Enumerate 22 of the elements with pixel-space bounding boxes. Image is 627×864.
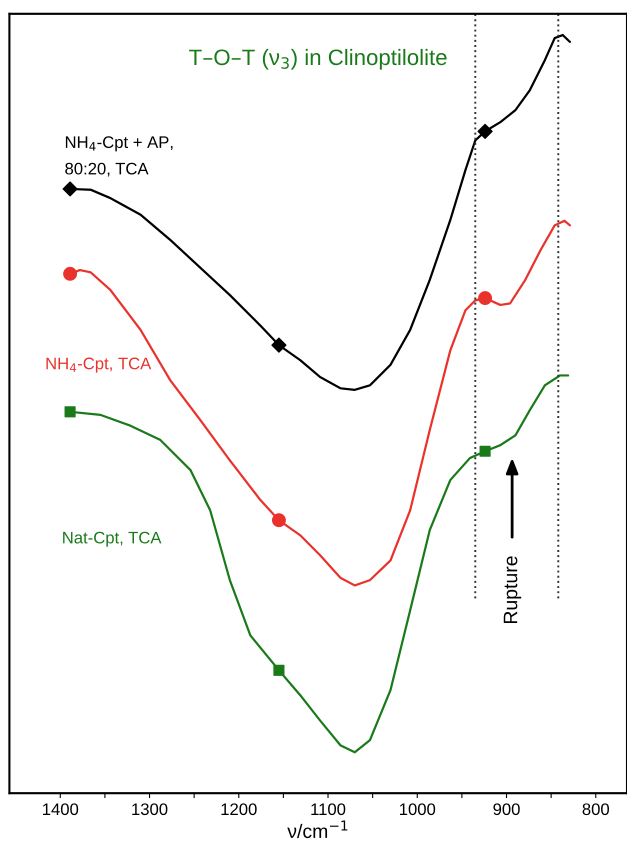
point [480,446,491,457]
point [478,124,493,139]
text: T–O–T (ν$_{3}$) in Clinoptilolite [189,48,447,70]
text: Nat-Cpt, TCA [63,532,162,547]
point [64,406,76,418]
point [271,338,287,353]
series-label: NH$_{4}$-Cpt, TCA [46,358,152,373]
x-axis-title: ν/cm$^{−1}$ [287,820,348,838]
x-tick-label: 900 [493,803,520,816]
point [63,266,78,281]
x-tick-label: 800 [582,803,610,816]
x-tick-label: 1100 [311,803,346,816]
x-tick-label: 1200 [222,803,257,816]
x-tick-label: 1300 [132,803,168,816]
point [478,291,492,306]
point [62,181,78,197]
point [273,664,284,676]
point [272,513,286,528]
annotation: Rupture [504,556,522,624]
x-tick-label: 1000 [400,803,436,816]
x-tick-label: 1400 [43,803,78,816]
series-label: NH$_{4}$-Cpt + AP, 80:20, TCA [65,136,172,177]
